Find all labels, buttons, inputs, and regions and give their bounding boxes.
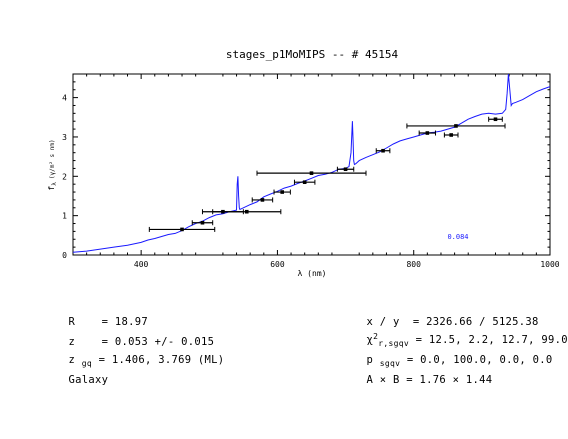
y-tick-label: 3 <box>62 133 67 142</box>
x-tick-label: 1000 <box>540 260 559 269</box>
info-chi2: χ2r,sgqv = 12.5, 2.2, 12.7, 99.0 <box>340 322 568 358</box>
y-label-f: f <box>47 186 56 191</box>
y-label-units: (γ/m² s nm) <box>49 139 56 179</box>
xy-label: x / y <box>366 316 400 328</box>
object-type: Galaxy <box>68 374 109 386</box>
y-tick-label: 1 <box>62 212 67 221</box>
zgq-value: = 1.406, 3.769 (ML) <box>98 354 225 366</box>
data-point <box>343 167 348 172</box>
info-type: Galaxy <box>42 362 108 398</box>
info-z: z = 0.053 +/- 0.015 <box>42 324 214 360</box>
chi-sup: 2 <box>373 332 379 341</box>
chart-title: stages_p1MoMIPS -- # 45154 <box>226 48 399 61</box>
spectrum-chart: stages_p1MoMIPS -- # 45154 0 1 2 3 4 400 600 8… <box>47 48 560 278</box>
xy-value: = 2326.66 / 5125.38 <box>412 316 539 328</box>
data-point <box>280 190 284 194</box>
annotation-value: 0.084 <box>447 233 468 241</box>
zgq-sub: gq <box>81 359 92 368</box>
x-axis-ticks: 400 600 800 1000 <box>86 74 560 269</box>
info-zgq: z gq = 1.406, 3.769 (ML) <box>42 342 225 378</box>
info-p: p sgqv = 0.0, 100.0, 0.0, 0.0 <box>340 342 553 378</box>
r-value: = 18.97 <box>101 316 148 328</box>
chi-value: = 12.5, 2.2, 12.7, 99.0 <box>415 334 568 346</box>
data-point <box>454 124 458 128</box>
data-point <box>425 131 430 135</box>
data-point <box>180 227 184 232</box>
r-label: R <box>68 316 76 328</box>
data-point <box>260 198 265 202</box>
ab-label: A × B <box>366 374 400 386</box>
y-label-lambda: λ <box>51 182 58 186</box>
x-tick-label: 400 <box>134 260 149 269</box>
photometry-points <box>148 116 506 232</box>
info-xy: x / y = 2326.66 / 5125.38 <box>340 304 539 340</box>
x-axis-label: λ (nm) <box>298 269 327 278</box>
data-point <box>244 209 249 214</box>
x-tick-label: 800 <box>406 260 421 269</box>
y-axis-ticks: 0 1 2 3 4 <box>62 81 550 260</box>
svg-text:fλ(γ/m² s nm): fλ (γ/m² s nm) <box>47 139 58 190</box>
data-point <box>309 171 314 175</box>
data-point <box>449 133 453 137</box>
zgq-label: z <box>68 354 76 366</box>
p-sub: sgqv <box>379 359 401 368</box>
x-tick-label: 600 <box>270 260 285 269</box>
data-point <box>381 148 385 153</box>
p-label: p <box>366 354 374 366</box>
spectrum-line <box>72 73 551 253</box>
data-point <box>200 220 205 225</box>
info-ab: A × B = 1.76 × 1.44 <box>340 362 493 398</box>
plot-frame <box>72 73 551 256</box>
y-tick-label: 2 <box>62 172 67 181</box>
y-axis-label: fλ (γ/m² s nm) <box>47 139 58 190</box>
data-point <box>302 180 307 185</box>
chi-label: χ <box>366 334 374 346</box>
y-tick-label: 0 <box>62 251 67 260</box>
data-point <box>493 117 498 122</box>
y-tick-label: 4 <box>62 94 67 103</box>
z-value: = 0.053 +/- 0.015 <box>101 336 215 348</box>
z-label: z <box>68 336 76 348</box>
chi-sub: r,sgqv <box>378 339 409 348</box>
ab-value: = 1.76 × 1.44 <box>406 374 493 386</box>
p-value: = 0.0, 100.0, 0.0, 0.0 <box>406 354 553 366</box>
info-r: R = 18.97 <box>42 304 148 340</box>
